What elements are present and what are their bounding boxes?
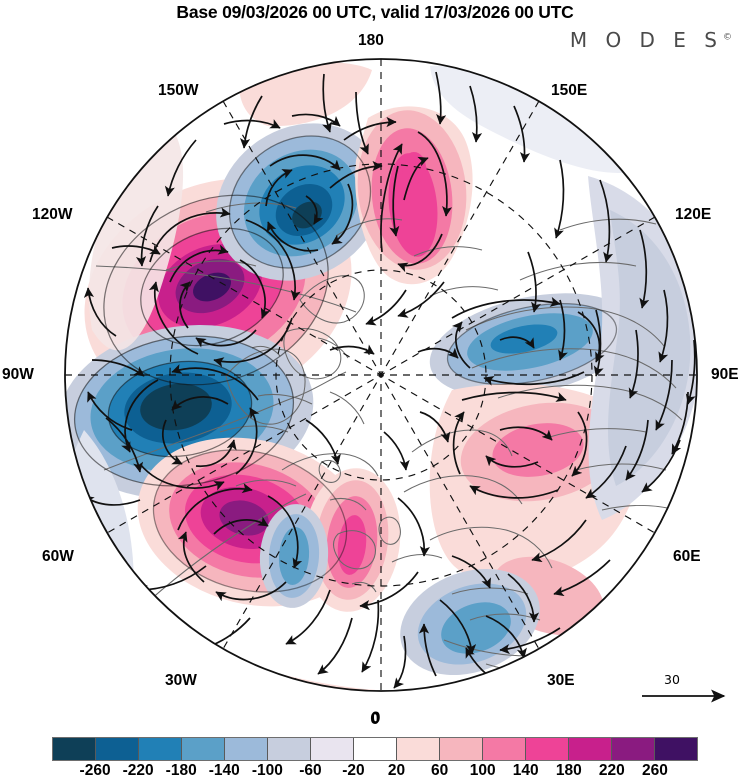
anomaly-negative-midatlantic (259, 504, 329, 608)
colorbar-tick-140: 140 (512, 762, 539, 779)
lon-label-30W: 30W (165, 672, 197, 689)
globe-outline (64, 58, 698, 692)
colorbar-tick--260: -260 (79, 762, 111, 779)
colorbar-tick-100: 100 (469, 762, 496, 779)
contour-lines (73, 135, 618, 593)
lon-label-90E: 90E (711, 366, 739, 383)
vector-scale-key: 30 (640, 672, 738, 716)
colorbar-swatch-12 (569, 738, 612, 760)
colorbar-tick--60: -60 (299, 762, 322, 779)
lon-label-60W: 60W (42, 548, 74, 565)
colorbar-swatch-4 (225, 738, 268, 760)
colorbar-tick-60: 60 (430, 762, 449, 779)
anomaly-negative-east-sector (588, 176, 697, 520)
colorbar-swatch-14 (655, 738, 697, 760)
colorbar-swatch-1 (96, 738, 139, 760)
wind-vectors (83, 71, 696, 689)
map-svg (64, 58, 698, 692)
page-title: Base 09/03/2026 00 UTC, valid 17/03/2026… (176, 2, 574, 22)
lon-label-120W: 120W (32, 206, 73, 223)
colorbar-swatch-5 (268, 738, 311, 760)
brand-text: M O D E S (569, 28, 723, 52)
colorbar-tick-20: 20 (387, 762, 406, 779)
colorbar-swatch-9 (440, 738, 483, 760)
colorbar-tick-220: 220 (598, 762, 625, 779)
colorbar-swatch-2 (139, 738, 182, 760)
colorbar[interactable] (52, 737, 698, 761)
colorbar-tick--180: -180 (165, 762, 197, 779)
colorbar-swatch-10 (483, 738, 526, 760)
colorbar-swatch-6 (311, 738, 354, 760)
lon-label-30E: 30E (547, 672, 575, 689)
colorbar-tick--140: -140 (208, 762, 240, 779)
lon-label-60E: 60E (673, 548, 701, 565)
colorbar-tick--20: -20 (342, 762, 365, 779)
anomaly-weak-ne (430, 65, 646, 174)
modes-logo: M O D E S© (570, 28, 732, 52)
lon-label-180: 180 (358, 32, 384, 49)
colorbar-swatch-3 (182, 738, 225, 760)
lon-label-0: 0 (371, 708, 381, 727)
copyright-mark: © (723, 32, 732, 43)
colorbar-swatch-0 (53, 738, 96, 760)
colorbar-swatch-13 (612, 738, 655, 760)
colorbar-swatch-11 (526, 738, 569, 760)
vector-scale-arrow (642, 689, 726, 703)
lon-label-120E: 120E (675, 206, 712, 223)
colorbar-zero-label: 0 (370, 709, 380, 728)
colorbar-tick-260: 260 (641, 762, 668, 779)
colorbar-swatch-7 (354, 738, 397, 760)
lon-label-90W: 90W (2, 366, 34, 383)
polar-map[interactable] (0, 0, 750, 720)
colorbar-tick--100: -100 (251, 762, 283, 779)
colorbar-tick-labels: -260 -220 -180 -140 -100 -60 -20 20 60 100 140 180 2… (52, 762, 698, 782)
colorbar-swatch-8 (397, 738, 440, 760)
vector-scale-label: 30 (664, 672, 680, 687)
lon-label-150W: 150W (158, 82, 199, 99)
colorbar-tick--220: -220 (122, 762, 154, 779)
lon-label-150E: 150E (551, 82, 588, 99)
anomaly-positive-atlantic-e (303, 468, 401, 612)
map-field (65, 59, 697, 691)
colorbar-tick-180: 180 (555, 762, 582, 779)
